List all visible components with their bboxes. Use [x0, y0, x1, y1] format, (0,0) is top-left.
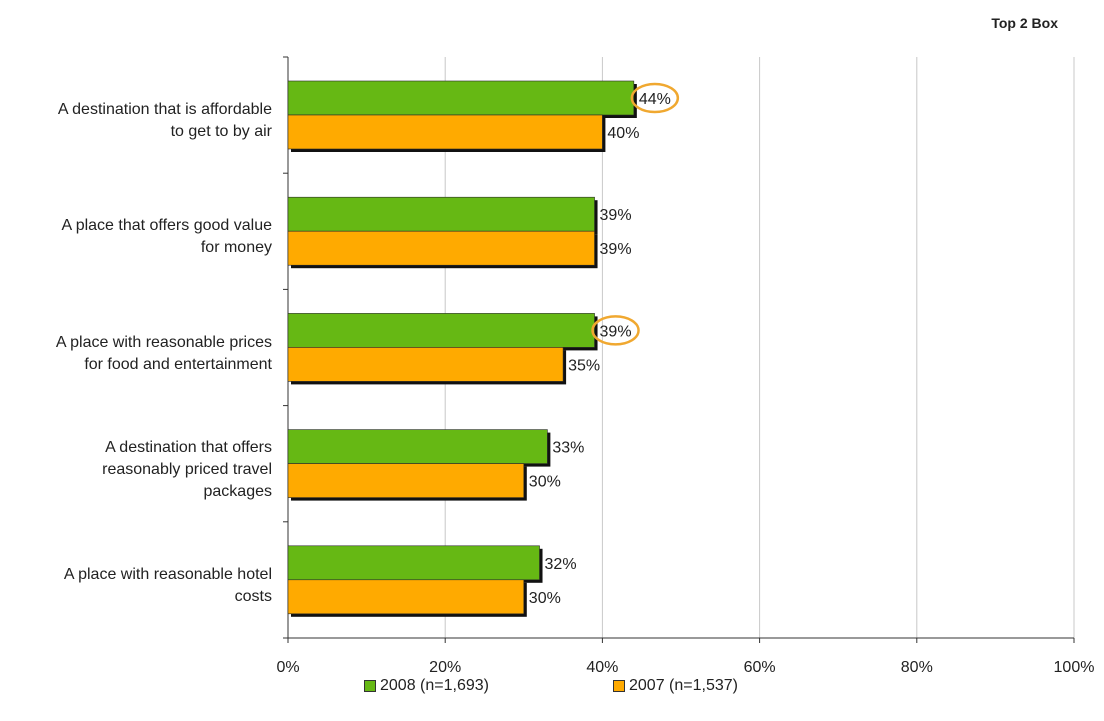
- bar-2007: [287, 463, 525, 498]
- category-label-line: costs: [234, 587, 272, 605]
- bar-2008: [287, 80, 635, 116]
- category-label: A destination that is affordable to get t…: [0, 99, 272, 143]
- category-label-line: packages: [203, 482, 273, 500]
- data-label: 33%: [552, 440, 584, 457]
- x-tick-label: 80%: [901, 659, 933, 676]
- data-label: 35%: [568, 357, 600, 374]
- legend-swatch-2008: [364, 680, 376, 692]
- bar-2008: [287, 545, 540, 581]
- category-label-line: A place with reasonable prices: [55, 333, 272, 351]
- category-label-line: A place with reasonable hotel: [63, 565, 272, 583]
- x-tick-label: 40%: [586, 659, 618, 676]
- legend: 2008 (n=1,693) 2007 (n=1,537): [0, 677, 1104, 701]
- bar-2007: [287, 114, 603, 150]
- x-tick-label: 20%: [429, 659, 461, 676]
- bar-2007: [287, 230, 595, 266]
- x-tick-label: 60%: [744, 659, 776, 676]
- corner-note: Top 2 Box: [991, 15, 1058, 31]
- category-label: A place that offers good value for money: [0, 215, 272, 259]
- legend-label-2008: 2008 (n=1,693): [380, 677, 489, 694]
- highlight-circle: [630, 82, 680, 114]
- category-label: A place with reasonable prices for food a…: [0, 332, 272, 376]
- category-label-line: reasonably priced travel: [102, 460, 272, 478]
- x-tick-label: 0%: [276, 659, 299, 676]
- category-label-line: A place that offers good value: [61, 217, 272, 235]
- highlight-circle: [591, 315, 640, 346]
- category-label-line: A destination that offers: [105, 438, 272, 456]
- bar-2007: [287, 579, 525, 615]
- data-label: 30%: [529, 590, 561, 607]
- bar-2007: [287, 347, 564, 382]
- category-label-line: to get to by air: [170, 123, 272, 141]
- data-label: 44%: [639, 91, 671, 108]
- data-label: 40%: [607, 125, 639, 142]
- category-label-line: A destination that is affordable: [57, 101, 272, 119]
- category-label-line: for money: [200, 239, 272, 257]
- legend-item-2008: 2008 (n=1,693): [364, 677, 489, 695]
- data-label: 39%: [600, 323, 632, 340]
- bar-2008: [287, 429, 548, 464]
- category-label: A place with reasonable hotel costs: [0, 564, 272, 608]
- legend-item-2007: 2007 (n=1,537): [613, 677, 738, 695]
- bar-2008: [287, 313, 595, 348]
- data-label: 39%: [600, 207, 632, 224]
- legend-label-2007: 2007 (n=1,537): [629, 677, 738, 694]
- bar-2008: [287, 196, 595, 232]
- data-label: 32%: [545, 556, 577, 573]
- legend-swatch-2007: [613, 680, 625, 692]
- category-label: A destination that offers reasonably pric…: [0, 437, 272, 503]
- category-label-line: for food and entertainment: [84, 355, 272, 373]
- data-label: 39%: [600, 241, 632, 258]
- x-tick-label: 100%: [1054, 659, 1095, 676]
- data-label: 30%: [529, 474, 561, 491]
